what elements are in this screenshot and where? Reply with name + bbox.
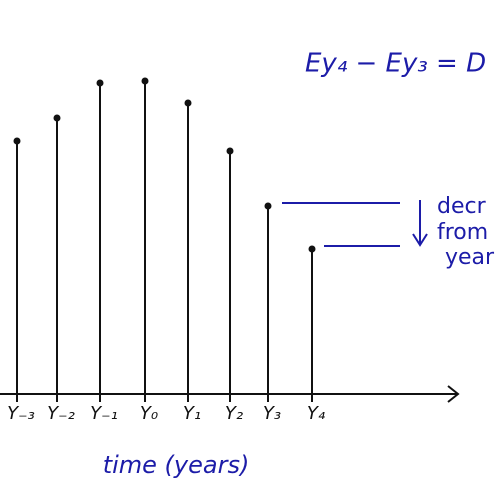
stem-head [308, 245, 316, 253]
arrow-head [412, 233, 428, 247]
stem-head [264, 202, 272, 210]
x-tick-label: Y₂ [225, 403, 243, 424]
x-tick-label: Y₄ [307, 403, 326, 424]
x-axis-title: time (years) [103, 451, 250, 479]
x-tick-label: Y₋₁ [90, 403, 118, 424]
stem-head [13, 137, 21, 145]
stem-head [96, 79, 104, 87]
equation: Ey₄ − Ey₃ = D [305, 49, 486, 79]
x-tick-label: Y₀ [140, 403, 158, 424]
stem-head [184, 99, 192, 107]
annotation: from [437, 220, 488, 245]
x-tick-label: Y₃ [263, 403, 281, 424]
stem-head [226, 147, 234, 155]
annotation: decr [437, 194, 487, 219]
x-tick-label: Y₋₃ [7, 403, 35, 424]
x-tick-label: Y₁ [183, 403, 201, 424]
annotation: year [445, 245, 495, 270]
axis-arrow [447, 385, 460, 403]
stem-head [53, 114, 61, 122]
x-tick-label: Y₋₂ [47, 403, 75, 424]
stem-head [141, 77, 149, 85]
